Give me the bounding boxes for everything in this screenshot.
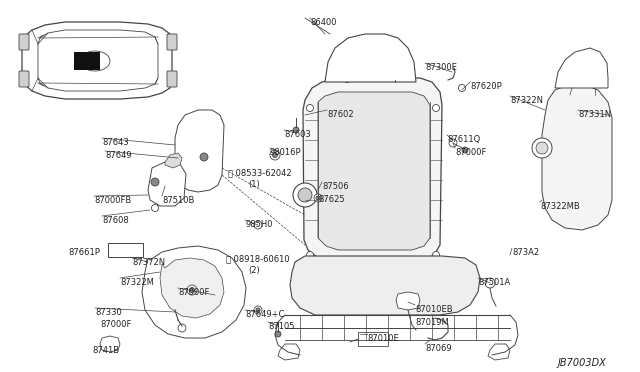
Text: 87322MB: 87322MB — [540, 202, 580, 211]
FancyBboxPatch shape — [167, 34, 177, 50]
Polygon shape — [165, 153, 182, 168]
Polygon shape — [396, 292, 420, 310]
Circle shape — [536, 142, 548, 154]
Circle shape — [298, 188, 312, 202]
Circle shape — [307, 251, 314, 259]
Text: 8741B: 8741B — [92, 346, 119, 355]
Polygon shape — [303, 78, 442, 262]
Bar — [74, 52, 100, 70]
Circle shape — [273, 153, 278, 157]
Circle shape — [270, 150, 280, 160]
Text: 87649: 87649 — [105, 151, 132, 160]
Text: Ⓝ 08918-60610: Ⓝ 08918-60610 — [226, 254, 290, 263]
Circle shape — [187, 285, 197, 295]
FancyBboxPatch shape — [167, 71, 177, 87]
Circle shape — [254, 221, 262, 229]
Circle shape — [189, 288, 195, 292]
Text: 87000F: 87000F — [178, 288, 209, 297]
Circle shape — [462, 147, 468, 153]
FancyBboxPatch shape — [19, 71, 29, 87]
Text: 87506: 87506 — [322, 182, 349, 191]
Text: JB7003DX: JB7003DX — [558, 358, 607, 368]
Polygon shape — [318, 92, 430, 250]
Text: 87372N: 87372N — [132, 258, 165, 267]
Circle shape — [256, 308, 260, 312]
Text: 985H0: 985H0 — [245, 220, 273, 229]
Polygon shape — [148, 162, 186, 206]
Text: 87322N: 87322N — [510, 96, 543, 105]
Text: 87602: 87602 — [327, 110, 354, 119]
Circle shape — [532, 138, 552, 158]
Text: 87300E: 87300E — [425, 63, 457, 72]
Circle shape — [151, 178, 159, 186]
Polygon shape — [278, 344, 300, 360]
Circle shape — [254, 306, 262, 314]
Polygon shape — [175, 110, 224, 192]
Text: 87625: 87625 — [318, 195, 344, 204]
FancyBboxPatch shape — [19, 34, 29, 50]
Text: (2): (2) — [248, 266, 260, 275]
Text: 87322M: 87322M — [120, 278, 154, 287]
Polygon shape — [38, 30, 158, 91]
Polygon shape — [142, 246, 246, 338]
Circle shape — [433, 105, 440, 112]
Text: 87330: 87330 — [95, 308, 122, 317]
Text: 87603: 87603 — [284, 130, 311, 139]
Text: 87620P: 87620P — [470, 82, 502, 91]
Text: 87010EB: 87010EB — [415, 305, 452, 314]
Text: ⓢ 08533-62042: ⓢ 08533-62042 — [228, 168, 292, 177]
Polygon shape — [100, 336, 120, 352]
Circle shape — [316, 196, 320, 200]
Text: 87019M: 87019M — [415, 318, 449, 327]
Text: 87501A: 87501A — [478, 278, 510, 287]
Text: 87611Q: 87611Q — [447, 135, 480, 144]
Text: 87000F: 87000F — [455, 148, 486, 157]
Circle shape — [178, 324, 186, 332]
Circle shape — [152, 205, 159, 212]
Text: 87069: 87069 — [425, 344, 452, 353]
Polygon shape — [555, 48, 608, 88]
Polygon shape — [290, 256, 480, 315]
Circle shape — [293, 183, 317, 207]
Text: 86400: 86400 — [310, 18, 337, 27]
Text: 98016P: 98016P — [270, 148, 301, 157]
Circle shape — [458, 84, 465, 92]
Ellipse shape — [80, 51, 110, 71]
Circle shape — [485, 278, 495, 288]
Circle shape — [275, 331, 281, 337]
Bar — [358, 332, 388, 346]
Text: (1): (1) — [248, 180, 260, 189]
Circle shape — [293, 127, 299, 133]
Circle shape — [200, 153, 208, 161]
Polygon shape — [488, 344, 510, 360]
Text: 87010E: 87010E — [367, 334, 399, 343]
Polygon shape — [22, 22, 172, 99]
Text: 87649+C: 87649+C — [245, 310, 284, 319]
Text: 873A2: 873A2 — [512, 248, 539, 257]
Text: 87331N: 87331N — [578, 110, 611, 119]
Text: 87643: 87643 — [102, 138, 129, 147]
Bar — [108, 243, 143, 257]
Circle shape — [433, 251, 440, 259]
Text: 87608: 87608 — [102, 216, 129, 225]
Text: 87000FB: 87000FB — [94, 196, 131, 205]
Circle shape — [449, 139, 457, 147]
Text: 87510B: 87510B — [162, 196, 195, 205]
Text: 87105: 87105 — [268, 322, 294, 331]
Text: 87661P: 87661P — [68, 248, 100, 257]
Polygon shape — [325, 34, 416, 82]
Text: 87000F: 87000F — [100, 320, 131, 329]
Circle shape — [314, 194, 322, 202]
Polygon shape — [542, 85, 612, 230]
Polygon shape — [160, 258, 224, 318]
Circle shape — [307, 105, 314, 112]
